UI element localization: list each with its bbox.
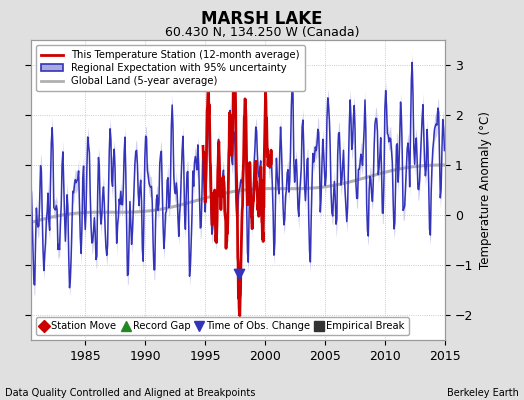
Legend: Station Move, Record Gap, Time of Obs. Change, Empirical Break: Station Move, Record Gap, Time of Obs. C… [37, 317, 409, 335]
Text: Berkeley Earth: Berkeley Earth [447, 388, 519, 398]
Text: MARSH LAKE: MARSH LAKE [201, 10, 323, 28]
Y-axis label: Temperature Anomaly (°C): Temperature Anomaly (°C) [479, 111, 492, 269]
Point [235, 271, 243, 277]
Text: 60.430 N, 134.250 W (Canada): 60.430 N, 134.250 W (Canada) [165, 26, 359, 39]
Text: Data Quality Controlled and Aligned at Breakpoints: Data Quality Controlled and Aligned at B… [5, 388, 256, 398]
